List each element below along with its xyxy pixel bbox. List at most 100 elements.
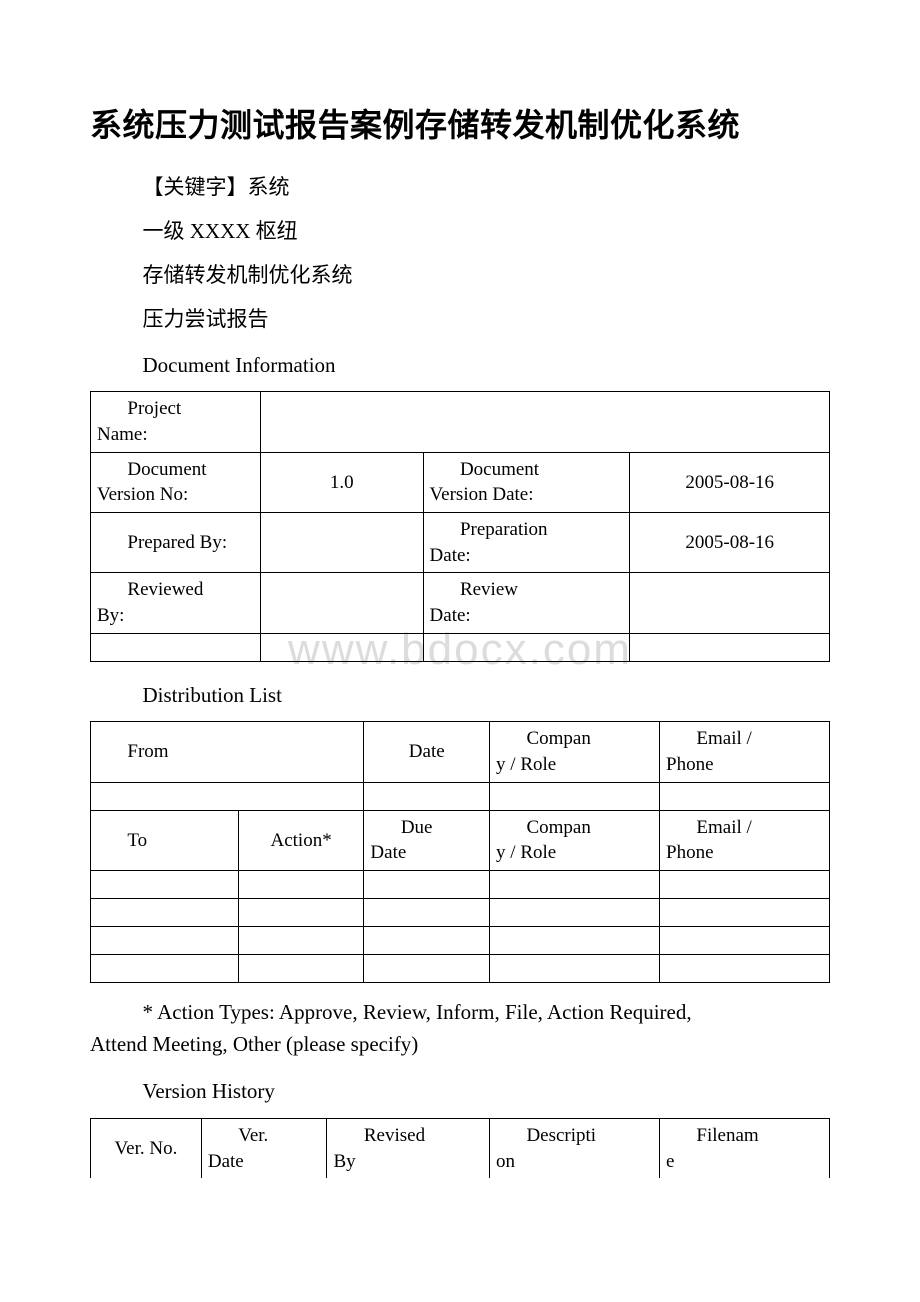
cell-email-phone-header: Email / Phone xyxy=(660,810,830,870)
table-row xyxy=(91,955,830,983)
text: * Action Types: Approve, Review, Inform,… xyxy=(90,997,830,1029)
text: Review xyxy=(430,577,624,603)
text: Project xyxy=(97,396,254,422)
cell-ver-date-header: Ver. Date xyxy=(201,1118,327,1178)
cell-reviewed-by-value xyxy=(260,573,423,633)
cell-doc-version-no-value: 1.0 xyxy=(260,452,423,512)
text: Version Date: xyxy=(430,484,534,505)
text: By xyxy=(333,1151,355,1172)
cell-to-header: To xyxy=(91,810,239,870)
cell-empty xyxy=(91,899,239,927)
cell-doc-version-date-label: Document Version Date: xyxy=(423,452,630,512)
text: Version No: xyxy=(97,484,188,505)
cell-empty xyxy=(91,871,239,899)
cell-empty xyxy=(423,633,630,661)
cell-empty xyxy=(490,871,660,899)
cell-empty xyxy=(364,871,490,899)
cell-empty xyxy=(238,899,364,927)
cell-action-header: Action* xyxy=(238,810,364,870)
text: Preparation xyxy=(430,517,624,543)
cell-revised-by-header: Revised By xyxy=(327,1118,490,1178)
cell-empty xyxy=(660,927,830,955)
cell-empty xyxy=(364,927,490,955)
cell-preparation-date-value: 2005-08-16 xyxy=(630,513,830,573)
cell-doc-version-no-label: Document Version No: xyxy=(91,452,261,512)
version-history-table: Ver. No. Ver. Date Revised By Descripti … xyxy=(90,1118,830,1178)
cell-description-header: Descripti on xyxy=(490,1118,660,1178)
cell-empty xyxy=(91,927,239,955)
cell-empty xyxy=(660,782,830,810)
cell-date-header: Date xyxy=(364,722,490,782)
text: Due xyxy=(370,815,483,841)
text: Attend Meeting, Other (please specify) xyxy=(90,1032,418,1056)
table-row: Prepared By: Preparation Date: 2005-08-1… xyxy=(91,513,830,573)
cell-empty xyxy=(364,899,490,927)
cell-project-name-label: Project Name: xyxy=(91,392,261,452)
cell-empty xyxy=(490,955,660,983)
text: Email / xyxy=(666,815,823,841)
text: Date: xyxy=(430,605,471,626)
cell-ver-no-header: Ver. No. xyxy=(91,1118,202,1178)
table-row: To Action* Due Date Compan y / Role Emai… xyxy=(91,810,830,870)
cell-email-phone-header: Email / Phone xyxy=(660,722,830,782)
text: on xyxy=(496,1151,515,1172)
cell-empty xyxy=(364,955,490,983)
cell-reviewed-by-label: Reviewed By: xyxy=(91,573,261,633)
keyword-line: 【关键字】系统 xyxy=(90,168,830,208)
table-row xyxy=(91,927,830,955)
text: Descripti xyxy=(496,1123,653,1149)
document-information-table: Project Name: Document Version No: 1.0 D… xyxy=(90,391,830,661)
table-row xyxy=(91,871,830,899)
cell-preparation-date-label: Preparation Date: xyxy=(423,513,630,573)
text: By: xyxy=(97,605,124,626)
text: Name: xyxy=(97,424,148,445)
text: y / Role xyxy=(496,842,556,863)
cell-empty xyxy=(238,871,364,899)
text: Phone xyxy=(666,754,714,775)
text: Phone xyxy=(666,842,714,863)
line-3: 压力尝试报告 xyxy=(90,300,830,340)
cell-from-header: From xyxy=(91,722,364,782)
text: Prepared By: xyxy=(97,530,254,556)
cell-due-date-header: Due Date xyxy=(364,810,490,870)
table-row: Ver. No. Ver. Date Revised By Descripti … xyxy=(91,1118,830,1178)
text: Date xyxy=(208,1151,244,1172)
text: Compan xyxy=(496,815,653,841)
cell-company-role-header: Compan y / Role xyxy=(490,810,660,870)
cell-empty xyxy=(490,927,660,955)
table-row: Reviewed By: Review Date: xyxy=(91,573,830,633)
text: Date xyxy=(370,842,406,863)
table-row: From Date Compan y / Role Email / Phone xyxy=(91,722,830,782)
text: Compan xyxy=(496,726,653,752)
table-row: Document Version No: 1.0 Document Versio… xyxy=(91,452,830,512)
text: Reviewed xyxy=(97,577,254,603)
cell-review-date-value xyxy=(630,573,830,633)
distribution-list-table: From Date Compan y / Role Email / Phone … xyxy=(90,721,830,983)
cell-empty xyxy=(91,782,364,810)
cell-filename-header: Filenam e xyxy=(660,1118,830,1178)
table-row xyxy=(91,633,830,661)
text: Date: xyxy=(430,545,471,566)
action-types-footnote: * Action Types: Approve, Review, Inform,… xyxy=(90,997,830,1060)
heading-document-information: Document Information xyxy=(90,346,830,386)
table-row: Project Name: xyxy=(91,392,830,452)
text: From xyxy=(97,739,357,765)
cell-doc-version-date-value: 2005-08-16 xyxy=(630,452,830,512)
cell-empty xyxy=(364,782,490,810)
cell-empty xyxy=(490,899,660,927)
cell-empty xyxy=(238,955,364,983)
table-row xyxy=(91,899,830,927)
cell-empty xyxy=(660,871,830,899)
text: Document xyxy=(430,457,624,483)
line-2: 存储转发机制优化系统 xyxy=(90,256,830,296)
text: Filenam xyxy=(666,1123,823,1149)
cell-project-name-value xyxy=(260,392,829,452)
cell-empty xyxy=(260,633,423,661)
page-content: 系统压力测试报告案例存储转发机制优化系统 【关键字】系统 一级 XXXX 枢纽 … xyxy=(90,100,830,1178)
page-title: 系统压力测试报告案例存储转发机制优化系统 xyxy=(90,100,830,146)
text: y / Role xyxy=(496,754,556,775)
text: e xyxy=(666,1151,674,1172)
cell-company-role-header: Compan y / Role xyxy=(490,722,660,782)
text: Ver. xyxy=(208,1123,321,1149)
cell-empty xyxy=(490,782,660,810)
